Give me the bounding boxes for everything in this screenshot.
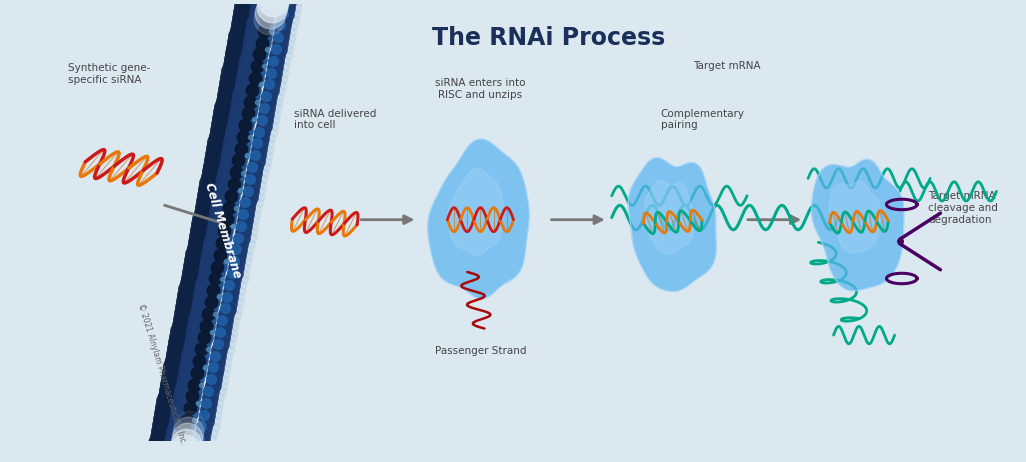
Text: Complementary
pairing: Complementary pairing (661, 109, 745, 130)
Polygon shape (628, 158, 716, 292)
Text: Cell Membrane: Cell Membrane (202, 181, 243, 280)
Text: Target mRNA
cleavage and
degradation: Target mRNA cleavage and degradation (929, 191, 998, 225)
Text: The RNAi Process: The RNAi Process (432, 26, 665, 50)
Text: Synthetic gene-
specific siRNA: Synthetic gene- specific siRNA (69, 63, 151, 85)
Text: © 2021 Alnylam Pharmaceuticals, Inc.: © 2021 Alnylam Pharmaceuticals, Inc. (136, 303, 188, 446)
Polygon shape (829, 181, 880, 253)
Text: Target mRNA: Target mRNA (693, 61, 760, 71)
Text: siRNA enters into
RISC and unzips: siRNA enters into RISC and unzips (435, 78, 525, 100)
Text: siRNA delivered
into cell: siRNA delivered into cell (294, 109, 377, 130)
Polygon shape (428, 139, 529, 299)
Polygon shape (812, 159, 904, 291)
Text: Passenger Strand: Passenger Strand (435, 346, 526, 356)
Polygon shape (645, 181, 694, 254)
Polygon shape (447, 168, 504, 256)
